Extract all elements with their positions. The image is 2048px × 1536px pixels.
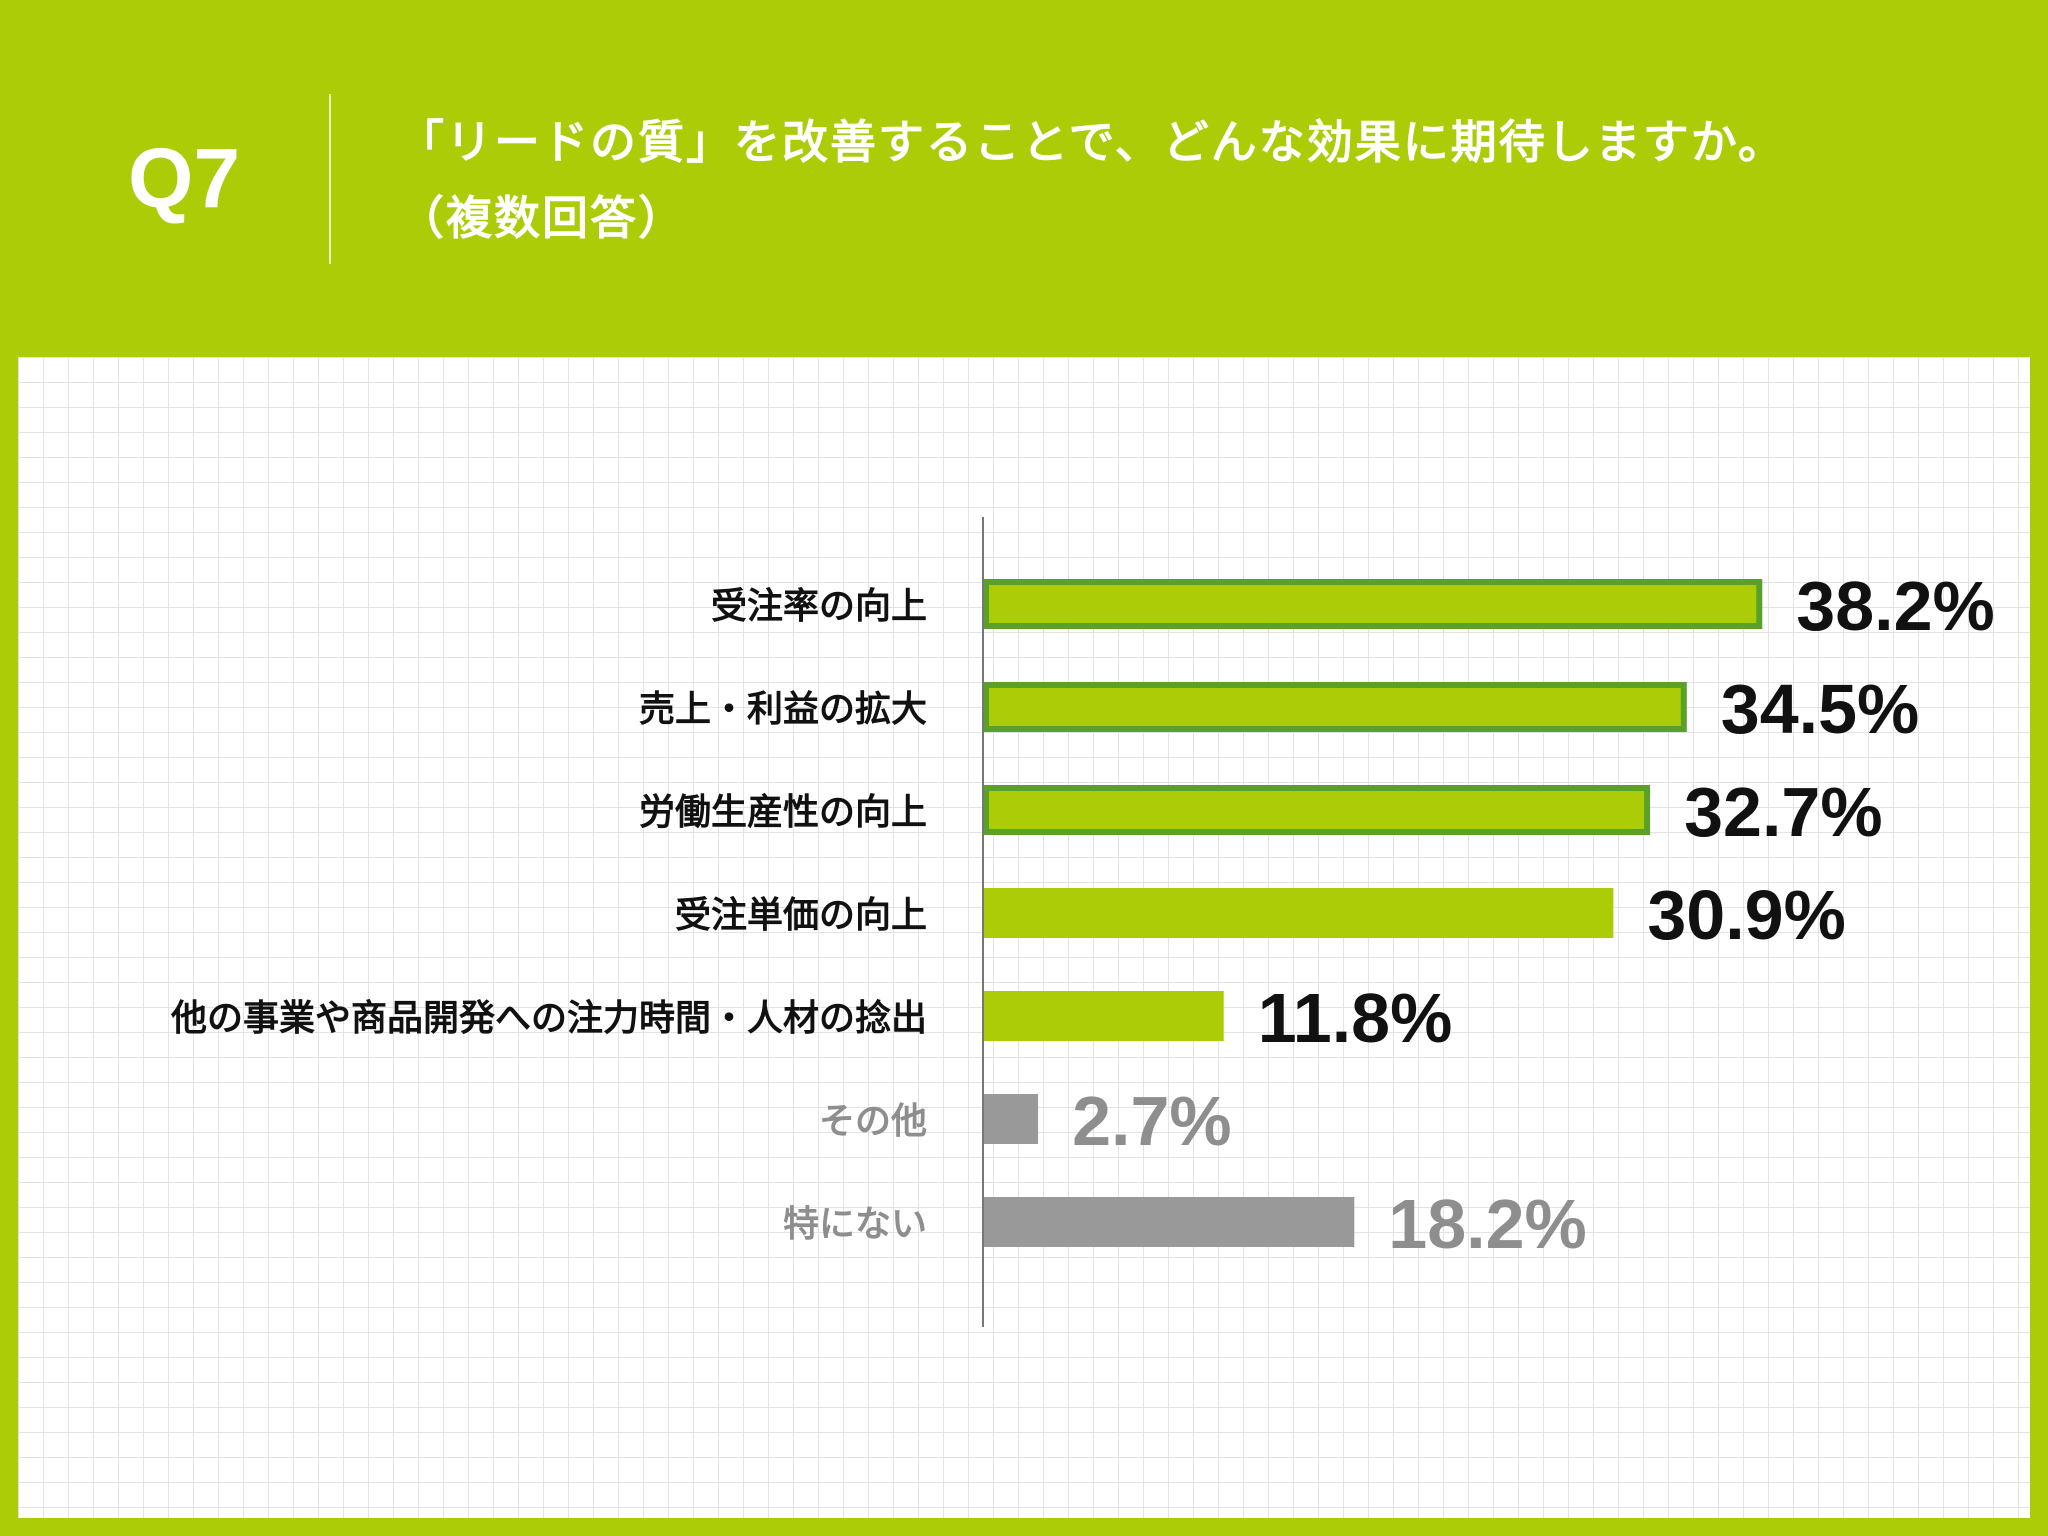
category-label: 特にない bbox=[783, 1204, 927, 1245]
value-label: 2.7% bbox=[1072, 1082, 1232, 1160]
bar bbox=[983, 888, 1614, 938]
question-title: 「リードの質」を改善することで、どんな効果に期待しますか。 （複数回答） bbox=[398, 104, 1786, 256]
bar bbox=[983, 785, 1651, 835]
bar bbox=[983, 1197, 1355, 1247]
bar bbox=[983, 991, 1224, 1041]
bar bbox=[983, 1094, 1039, 1144]
value-label: 30.9% bbox=[1647, 876, 1845, 954]
question-header: Q7 「リードの質」を改善することで、どんな効果に期待しますか。 （複数回答） bbox=[0, 0, 2048, 357]
value-label: 18.2% bbox=[1388, 1185, 1586, 1263]
question-title-line-2: （複数回答） bbox=[398, 191, 686, 245]
bar-chart: 受注率の向上 38.2% 売上・利益の拡大 34.5% 労働生産性の向上 32.7% 受注単… bbox=[170, 517, 1995, 1327]
bar bbox=[983, 579, 1763, 629]
category-label: 売上・利益の拡大 bbox=[639, 689, 927, 730]
category-label: 労働生産性の向上 bbox=[639, 792, 927, 833]
question-title-line-1: 「リードの質」を改善することで、どんな効果に期待しますか。 bbox=[398, 115, 1786, 169]
category-label: 他の事業や商品開発への注力時間・人材の捻出 bbox=[170, 998, 927, 1039]
value-label: 34.5% bbox=[1721, 670, 1919, 748]
value-label: 32.7% bbox=[1684, 773, 1882, 851]
value-label: 11.8% bbox=[1258, 979, 1453, 1057]
question-number: Q7 bbox=[128, 131, 241, 225]
chart-panel: 受注率の向上 38.2% 売上・利益の拡大 34.5% 労働生産性の向上 32.7% 受注単… bbox=[18, 357, 2030, 1518]
bar bbox=[983, 682, 1687, 732]
category-label: 受注率の向上 bbox=[711, 586, 927, 627]
header-divider bbox=[329, 94, 331, 264]
category-label: 受注単価の向上 bbox=[675, 895, 927, 936]
value-label: 38.2% bbox=[1796, 567, 1994, 645]
category-label: その他 bbox=[819, 1101, 927, 1142]
